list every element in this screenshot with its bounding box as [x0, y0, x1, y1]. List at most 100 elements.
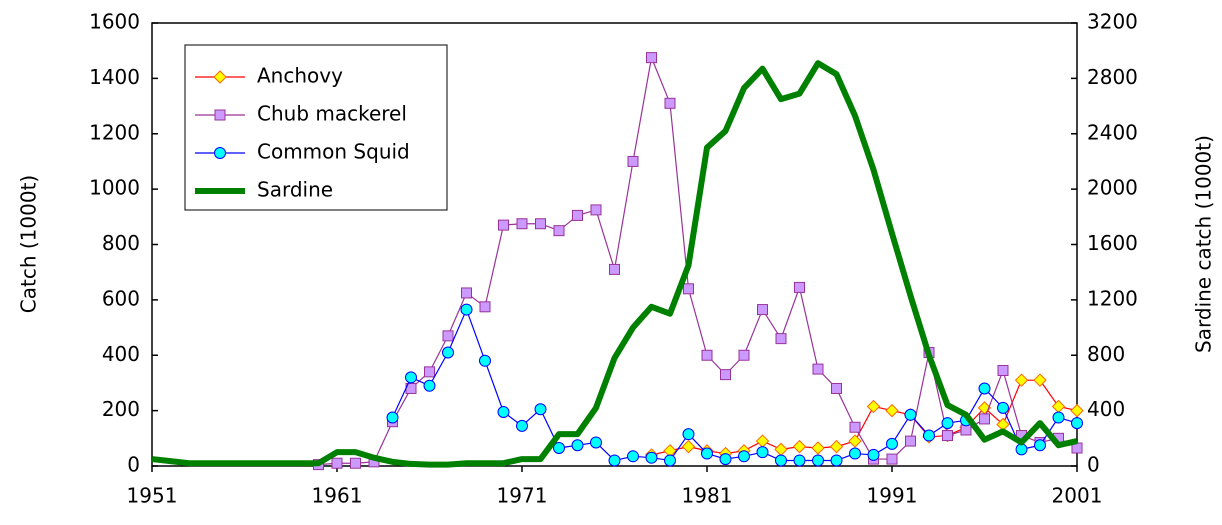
y2-tick-label: 1600 — [1087, 231, 1138, 255]
data-point — [609, 263, 620, 275]
data-point — [423, 379, 436, 392]
data-point — [941, 417, 954, 430]
data-point — [794, 281, 805, 293]
data-point — [812, 454, 824, 467]
data-point — [498, 219, 509, 231]
data-point — [442, 346, 454, 359]
data-point — [1015, 443, 1028, 456]
data-point — [812, 363, 824, 375]
y2-axis-label: Sardine catch (1000t) — [1192, 135, 1216, 353]
y-tick-label: 1200 — [89, 120, 140, 144]
x-tick-label: 1951 — [127, 484, 178, 508]
data-point — [849, 447, 861, 460]
legend-label: Common Squid — [257, 140, 410, 164]
data-point — [608, 454, 621, 467]
data-point — [738, 349, 750, 361]
data-point — [1014, 373, 1029, 387]
data-point — [386, 411, 399, 424]
data-point — [997, 364, 1009, 376]
data-point — [627, 450, 639, 463]
y2-tick-label: 800 — [1087, 342, 1125, 366]
data-point — [664, 454, 676, 467]
data-point — [775, 454, 787, 467]
data-point — [646, 52, 657, 64]
data-point — [886, 453, 898, 465]
series-line — [391, 308, 1078, 462]
y-tick-label: 1000 — [89, 176, 140, 200]
data-point — [738, 450, 750, 463]
legend-box — [184, 44, 448, 211]
data-point — [405, 371, 417, 384]
x-tick-label: 1981 — [682, 484, 733, 508]
data-point — [886, 437, 898, 450]
y2-tick-label: 2800 — [1087, 65, 1138, 89]
data-point — [979, 413, 990, 425]
data-point — [1052, 411, 1065, 424]
data-point — [572, 209, 583, 221]
legend-label: Chub mackerel — [257, 102, 407, 126]
x-tick-label: 1961 — [312, 484, 363, 508]
data-point — [1070, 403, 1084, 418]
data-point — [978, 382, 991, 395]
data-point — [682, 428, 695, 441]
legend-label: Anchovy — [257, 64, 343, 88]
data-point — [755, 434, 770, 448]
data-point — [516, 218, 528, 230]
legend-marker — [214, 147, 226, 159]
data-point — [997, 401, 1009, 414]
data-point — [590, 436, 602, 449]
y-tick-label: 1600 — [89, 10, 140, 34]
data-point — [535, 218, 546, 230]
data-point — [848, 434, 862, 448]
data-point — [534, 403, 547, 416]
legend-marker — [213, 70, 227, 84]
data-point — [923, 429, 935, 442]
data-point — [774, 442, 788, 457]
data-point — [627, 155, 639, 167]
y2-tick-label: 3200 — [1087, 10, 1138, 34]
y2-tick-label: 2400 — [1087, 120, 1138, 144]
data-point — [793, 454, 806, 467]
x-tick-label: 1971 — [497, 484, 548, 508]
data-point — [885, 403, 899, 418]
data-point — [701, 447, 713, 460]
series-line — [151, 60, 1078, 468]
y2-tick-label: 0 — [1087, 453, 1100, 477]
data-point — [424, 366, 435, 378]
x-tick-label: 2001 — [1052, 484, 1103, 508]
y-tick-label: 1400 — [89, 65, 140, 89]
y-tick-label: 200 — [102, 397, 140, 421]
y-tick-label: 0 — [127, 453, 140, 477]
data-point — [904, 408, 917, 421]
data-point — [830, 454, 843, 467]
data-point — [1034, 439, 1046, 452]
data-point — [461, 287, 472, 299]
data-point — [553, 442, 565, 455]
data-point — [811, 441, 825, 455]
data-point — [719, 453, 732, 466]
data-point — [479, 354, 491, 367]
data-point — [350, 457, 361, 469]
data-point — [571, 439, 584, 452]
data-point — [756, 446, 769, 459]
data-point — [1071, 417, 1083, 430]
y-tick-label: 600 — [102, 286, 140, 310]
data-point — [867, 448, 880, 461]
data-point — [701, 349, 713, 361]
y2-tick-label: 400 — [1087, 397, 1125, 421]
y2-tick-label: 2000 — [1087, 176, 1138, 200]
data-point — [831, 382, 842, 394]
legend-label: Sardine — [257, 178, 333, 202]
data-point — [516, 419, 528, 432]
legend-marker — [214, 109, 226, 121]
data-point — [683, 283, 694, 295]
y-tick-label: 800 — [102, 231, 140, 255]
data-point — [460, 303, 473, 316]
data-point — [479, 301, 491, 313]
data-point — [960, 424, 972, 436]
data-point — [942, 430, 953, 442]
data-point — [775, 333, 787, 345]
data-point — [905, 435, 916, 447]
data-point — [664, 97, 676, 109]
data-point — [720, 369, 731, 381]
